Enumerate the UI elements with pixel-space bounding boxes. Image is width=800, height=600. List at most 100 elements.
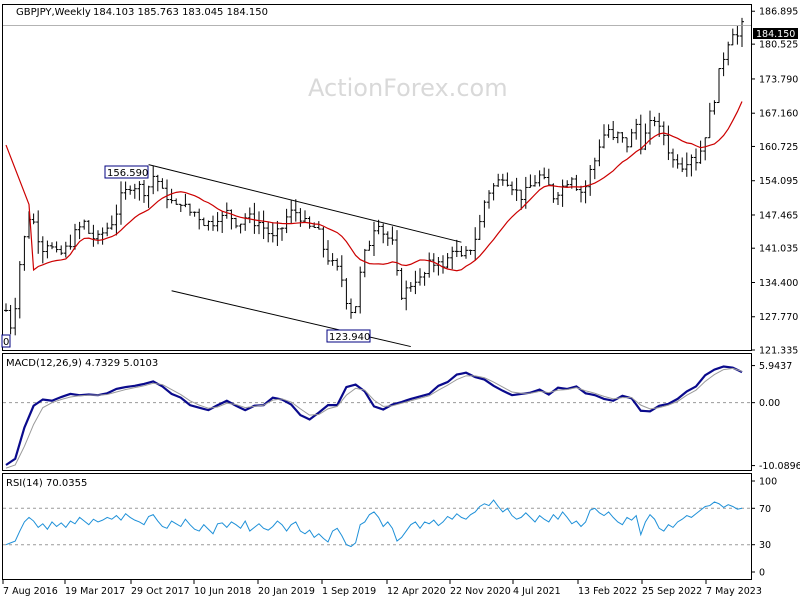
symbol-label: GBPJPY,Weekly [16,7,91,18]
price-tick-label: 141.035 [759,244,798,255]
price-bar [721,52,726,77]
price-bar [73,223,77,250]
macd-tick-label: 0.00 [759,398,780,409]
price-bar [63,241,68,258]
price-bar [270,222,275,243]
price-bar [413,270,418,295]
price-bar [620,131,625,143]
price-tick-label: 147.465 [759,210,798,221]
price-bar [551,183,556,203]
price-bar [477,214,482,240]
price-bar [119,181,123,225]
price-bar [500,173,505,186]
price-bar [427,252,432,278]
price-bar [418,268,422,286]
price-bar [740,17,744,47]
macd-tick-label: 5.9437 [759,361,792,372]
price-bar [105,222,110,237]
price-bar [349,298,353,319]
price-bar [381,223,386,244]
price-bar [459,245,464,257]
macd-label: MACD(12,26,9) 4.7329 5.0103 [6,358,158,369]
price-tick-label: 173.790 [759,74,798,85]
price-bar [174,198,179,205]
price-bar [482,200,487,228]
price-bar [128,185,133,195]
price-bar [197,208,202,230]
price-bar [643,123,648,151]
rsi-line [5,499,743,548]
signal-line [5,367,743,469]
price-bar [234,217,238,229]
price-tick-label: 160.725 [759,142,798,153]
price-bar [142,179,146,203]
price-bar [726,41,731,66]
price-bar [717,68,721,104]
price-bar [220,211,225,233]
price-bar [275,220,280,246]
price-bar [146,185,151,208]
rsi-tick-label: 70 [759,504,771,515]
price-bar [100,227,105,245]
price-tick-label: 154.095 [759,176,798,187]
price-bar [280,227,284,241]
price-bar [339,255,344,288]
price-bar [316,221,321,230]
x-tick-label: 13 Feb 2022 [578,586,637,597]
price-bar [59,245,64,256]
macd-axis: 5.9437 0.00 -10.0896 [751,361,800,472]
rsi-panel [2,473,752,580]
price-bar [473,227,478,261]
price-bar [491,183,496,201]
price-bar [50,242,54,250]
price-bar [215,212,220,232]
price-bar [160,178,165,189]
price-bar [22,235,27,271]
macd-panel [2,353,752,471]
price-bar [36,210,41,254]
price-bar [703,137,708,161]
price-bar [574,174,579,191]
price-bar [96,230,100,245]
price-bar [652,116,657,127]
price-bar [445,253,450,269]
price-bar [579,185,583,203]
price-bar [730,28,735,46]
price-bar [487,190,491,209]
time-axis: 7 Aug 2016 19 Mar 2017 29 Oct 2017 10 Jun 2… [2,580,762,597]
price-bar [615,131,620,144]
rsi-axis: 100 70 30 0 [751,477,777,579]
price-bar [399,267,404,300]
price-bar [289,200,294,224]
price-bar [583,180,588,204]
rsi-tick-label: 30 [759,540,771,551]
price-bar [519,189,524,210]
x-tick-label: 25 Sep 2022 [642,586,702,597]
price-bar [362,248,367,278]
price-bar [303,210,307,223]
price-bar [666,125,671,161]
low-annotation: 123.940 [326,329,371,343]
channel-lines [148,164,462,348]
price-bar [206,220,211,231]
x-tick-label: 12 Apr 2020 [387,586,446,597]
low-label: 123.940 [329,332,370,343]
price-bar [151,165,156,195]
price-bar [367,240,372,251]
price-bar [68,234,73,250]
price-bar [505,172,510,187]
price-bar [13,297,18,336]
price-bar [298,208,303,227]
price-bar [137,181,142,201]
price-bar [454,239,459,258]
price-tick-label: 134.400 [759,278,798,289]
price-bar [17,261,22,319]
price-bar [684,152,689,177]
rsi-tick-label: 0 [759,568,765,579]
price-bar [680,157,685,173]
price-bar [183,193,188,208]
price-bar [293,199,298,222]
price-bar [735,25,740,45]
price-bar [671,148,675,168]
price-bar [312,222,317,228]
